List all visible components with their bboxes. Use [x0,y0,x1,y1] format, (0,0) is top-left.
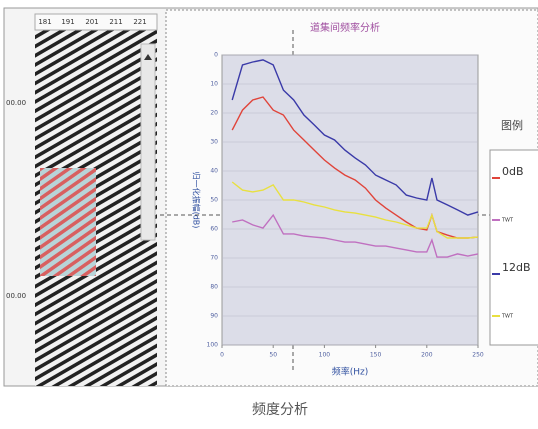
y-tick-label: 100 [207,342,219,349]
legend-title: 图例 [501,118,523,132]
y-axis-label: 归一化振幅(dB) [192,172,202,229]
trace-label: 201 [85,18,98,26]
legend-label: 0dB [502,165,524,178]
x-tick-label: 250 [472,352,484,359]
trace-header [34,13,158,31]
legend-label: 12dB [502,261,531,274]
series-line [231,59,479,216]
y-tick-label: 60 [210,226,218,233]
trace-label: 211 [109,18,122,26]
legend-label: TWT [501,314,514,320]
x-tick-label: 200 [421,352,433,359]
x-axis-label: 频率(Hz) [332,366,369,378]
scrollbar[interactable] [140,43,156,241]
caption: 频度分析 [252,402,308,418]
y-tick-label: 80 [210,284,218,291]
scroll-up[interactable] [144,54,152,60]
y-tick-label: 20 [210,110,218,117]
selection [40,168,96,276]
x-tick-label: 0 [220,352,224,359]
chart-title: 道集间频率分析 [310,21,380,34]
y-tick-label: 10 [210,81,218,88]
time-label: 00.00 [6,292,26,300]
series-line [231,181,479,239]
x-tick-label: 150 [370,352,382,359]
legend-box [489,149,538,346]
y-tick-label: 70 [210,255,218,262]
legend-label: TWT [501,218,514,224]
y-tick-label: 40 [210,168,218,175]
trace-label: 221 [133,18,146,26]
time-label: 00.00 [6,99,26,107]
y-tick-label: 0 [214,52,218,59]
x-tick-label: 50 [269,352,277,359]
trace-label: 181 [38,18,51,26]
y-tick-label: 90 [210,313,218,320]
trace-label: 191 [61,18,74,26]
y-tick-label: 30 [210,139,218,146]
y-tick-label: 50 [210,197,218,204]
series-line [232,213,479,258]
x-tick-label: 100 [319,352,331,359]
